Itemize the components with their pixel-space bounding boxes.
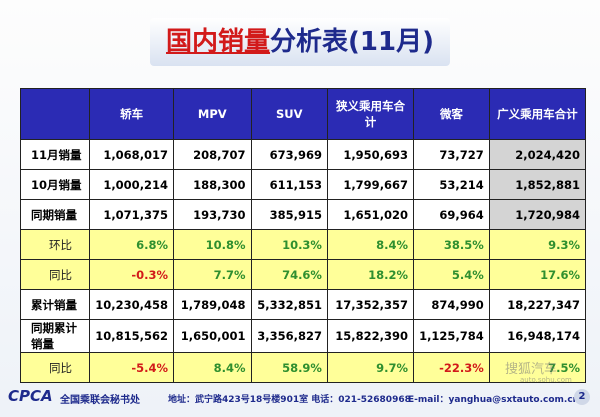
row-label: 累计销量 <box>19 289 91 320</box>
sales-table: 轿车 MPV SUV 狭义乘用车合计 微客 广义乘用车合计 11月销量 1,068,017 20… <box>19 88 587 383</box>
row-label: 10月销量 <box>19 169 91 200</box>
cell: 3,356,827 <box>250 319 328 353</box>
cell: 38.5% <box>413 229 490 260</box>
cell: 10,230,458 <box>89 289 175 320</box>
row-label: 同期累计销量 <box>19 319 91 353</box>
data-row: 11月销量 1,068,017 208,707 673,969 1,950,693 73,… <box>19 139 587 170</box>
cell: -5.4% <box>89 352 175 383</box>
cell: -0.3% <box>89 259 175 290</box>
cell: 673,969 <box>250 139 328 170</box>
cell: 385,915 <box>250 199 328 230</box>
cell: 1,071,375 <box>89 199 175 230</box>
cell: 9.3% <box>488 229 587 260</box>
ratio-row: 同比 -5.4% 8.4% 58.9% 9.7% -22.3% 7.5% <box>19 352 587 383</box>
logo: CPCA <box>8 387 53 405</box>
cell: 1,000,214 <box>89 169 175 200</box>
cell: 18,227,347 <box>488 289 587 320</box>
cell: 17,352,357 <box>326 289 415 320</box>
cell: 188,300 <box>173 169 252 200</box>
cell: 10.8% <box>173 229 252 260</box>
cell: 58.9% <box>250 352 328 383</box>
data-row: 10月销量 1,000,214 188,300 611,153 1,799,667 53,… <box>19 169 587 200</box>
column-header: 狭义乘用车合计 <box>326 88 415 140</box>
cell: 15,822,390 <box>326 319 415 353</box>
cell: 10.3% <box>250 229 328 260</box>
cell: 5,332,851 <box>250 289 328 320</box>
watermark: 搜狐汽车 <box>505 362 558 377</box>
row-label: 同比 <box>19 352 91 383</box>
column-header: 轿车 <box>89 88 175 140</box>
cell: 1,125,784 <box>413 319 490 353</box>
row-label: 环比 <box>19 229 91 260</box>
cell: -22.3% <box>413 352 490 383</box>
cell: 5.4% <box>413 259 490 290</box>
page-number: 2 <box>574 389 590 405</box>
column-header: 广义乘用车合计 <box>488 88 587 140</box>
cell: 1,799,667 <box>326 169 415 200</box>
watermark-url: auto.sohu.com <box>520 376 572 384</box>
address: 地址：武宁路423号18号楼901室 电话：021-52680968 <box>168 395 411 405</box>
title-rest: 分析表(11月) <box>270 27 434 57</box>
cell: 10,815,562 <box>89 319 175 353</box>
cell: 69,964 <box>413 199 490 230</box>
cell: 18.2% <box>326 259 415 290</box>
cell: 1,950,693 <box>326 139 415 170</box>
column-header: MPV <box>173 88 252 140</box>
header-row: 轿车 MPV SUV 狭义乘用车合计 微客 广义乘用车合计 <box>19 88 587 140</box>
cell: 53,214 <box>413 169 490 200</box>
organization: 全国乘联会秘书处 <box>60 395 140 406</box>
cell: 17.6% <box>488 259 587 290</box>
cell: 74.6% <box>250 259 328 290</box>
column-header: 微客 <box>413 88 490 140</box>
footer: CPCA 全国乘联会秘书处 地址：武宁路423号18号楼901室 电话：021-… <box>0 385 600 417</box>
cell: 16,948,174 <box>488 319 587 353</box>
cell: 8.4% <box>173 352 252 383</box>
cell: 874,990 <box>413 289 490 320</box>
cell: 6.8% <box>89 229 175 260</box>
cell: 1,650,001 <box>173 319 252 353</box>
cell: 208,707 <box>173 139 252 170</box>
cell: 7.5% <box>488 352 587 383</box>
row-label: 同期销量 <box>19 199 91 230</box>
data-row: 累计销量 10,230,458 1,789,048 5,332,851 17,352,3… <box>19 289 587 320</box>
cell: 2,024,420 <box>488 139 587 170</box>
email: E-mail：yanghua@sxtauto.com.cn <box>408 395 580 405</box>
cell: 1,789,048 <box>173 289 252 320</box>
cell: 611,153 <box>250 169 328 200</box>
title: 国内销量分析表(11月) <box>150 18 450 66</box>
row-label: 同比 <box>19 259 91 290</box>
cell: 7.7% <box>173 259 252 290</box>
cell: 1,720,984 <box>488 199 587 230</box>
ratio-row: 环比 6.8% 10.8% 10.3% 8.4% 38.5% 9.3% <box>19 229 587 260</box>
data-row: 同期销量 1,071,375 193,730 385,915 1,651,020 69,9… <box>19 199 587 230</box>
ratio-row: 同比 -0.3% 7.7% 74.6% 18.2% 5.4% 17.6% <box>19 259 587 290</box>
cell: 9.7% <box>326 352 415 383</box>
data-row: 同期累计销量 10,815,562 1,650,001 3,356,827 15,822… <box>19 319 587 353</box>
column-header <box>19 88 91 140</box>
row-label: 11月销量 <box>19 139 91 170</box>
cell: 8.4% <box>326 229 415 260</box>
cell: 1,651,020 <box>326 199 415 230</box>
title-highlight: 国内销量 <box>166 27 271 57</box>
cell: 73,727 <box>413 139 490 170</box>
column-header: SUV <box>250 88 328 140</box>
cell: 193,730 <box>173 199 252 230</box>
cell: 1,852,881 <box>488 169 587 200</box>
cell: 1,068,017 <box>89 139 175 170</box>
